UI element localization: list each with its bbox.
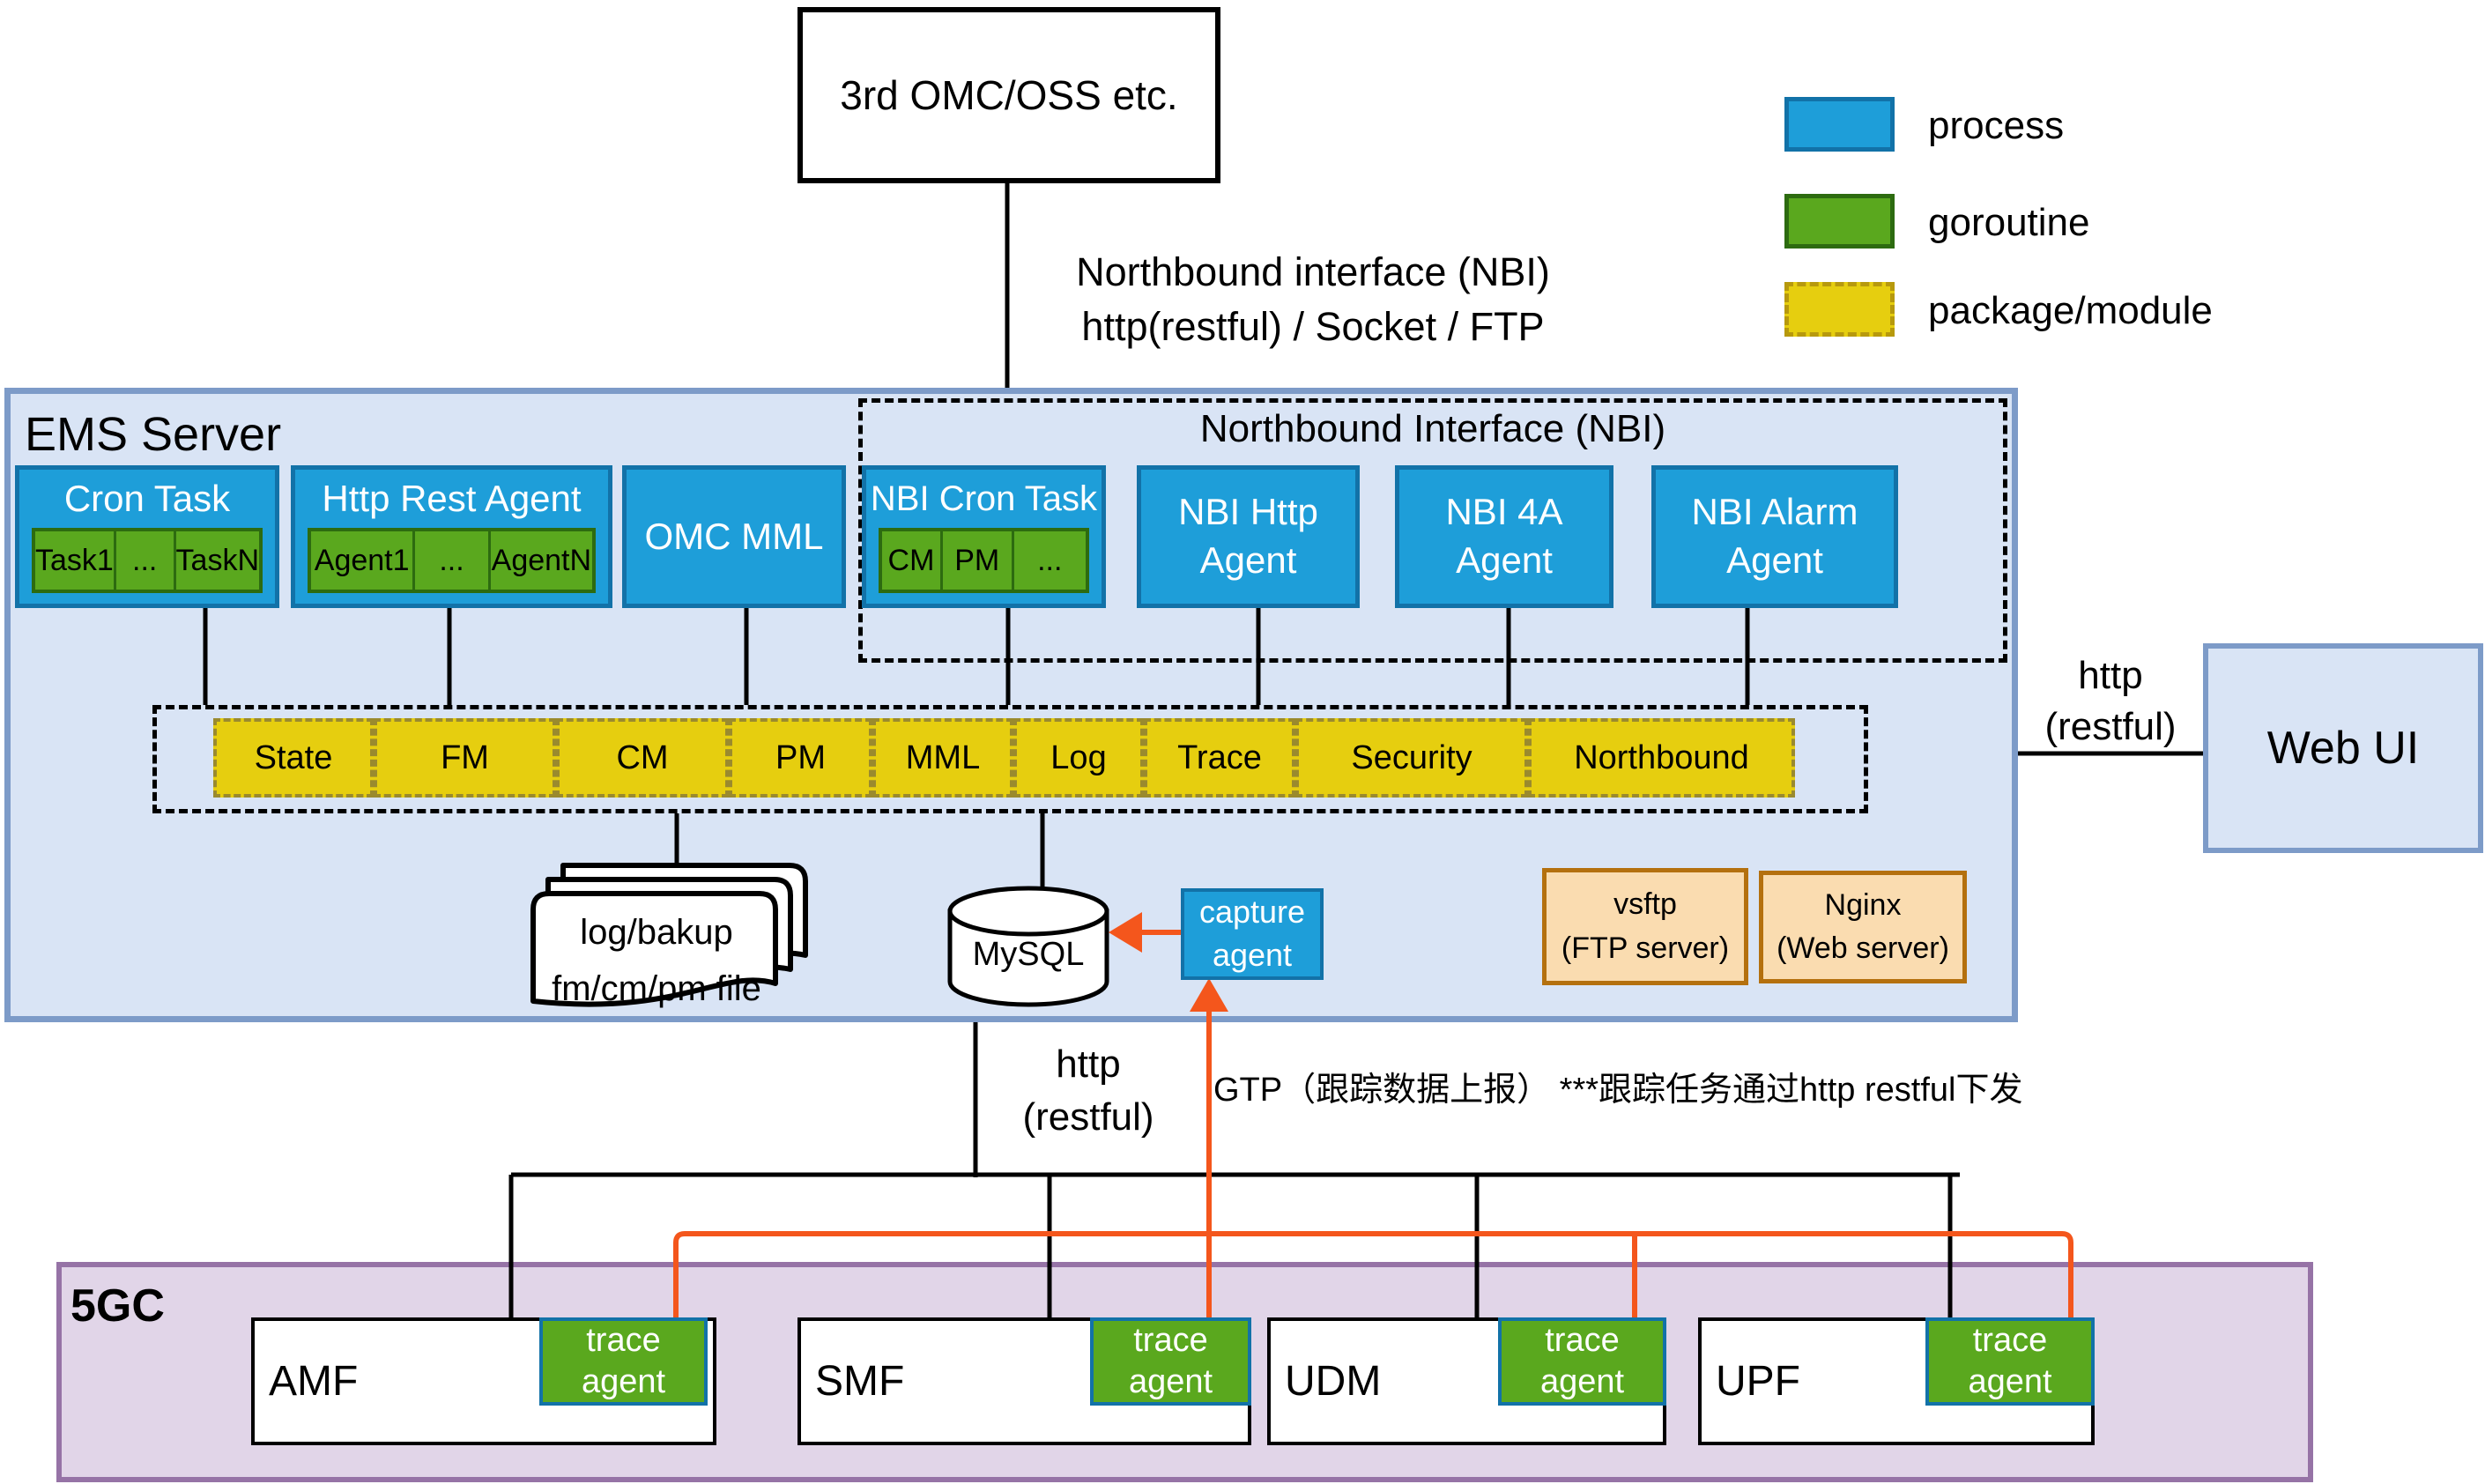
goroutine-cell: PM bbox=[943, 531, 1014, 590]
web-ui-label: Web UI bbox=[2266, 723, 2420, 774]
module-northbound: Northbound bbox=[1528, 718, 1795, 798]
cron-task-box: Cron Task Task1 ... TaskN bbox=[15, 465, 279, 608]
capture-agent-label: capture agent bbox=[1198, 894, 1306, 973]
file-stack-line1: log/bakup bbox=[580, 913, 733, 952]
nbi-cron-task-goroutines: CM PM ... bbox=[879, 528, 1089, 593]
module-label: State bbox=[254, 738, 333, 776]
goroutine-cell: AgentN bbox=[491, 543, 592, 577]
file-stack-label: log/bakup fm/cm/pm file bbox=[546, 904, 767, 1017]
trace-agent-label: trace agent bbox=[1128, 1321, 1213, 1401]
nginx-title: Nginx bbox=[1824, 887, 1902, 922]
module-label: PM bbox=[775, 738, 826, 776]
third-omc-oss-box: 3rd OMC/OSS etc. bbox=[797, 7, 1220, 183]
arrowhead-to-mysql bbox=[1109, 912, 1142, 953]
nbi-section-title: Northbound Interface (NBI) bbox=[1199, 407, 1666, 450]
legend-package-swatch bbox=[1784, 282, 1895, 337]
module-dashed-container bbox=[152, 705, 1868, 813]
module-trace: Trace bbox=[1144, 718, 1295, 798]
nbi-dashed-container bbox=[858, 398, 2007, 663]
nbi-alarm-agent-box: NBI Alarm Agent bbox=[1651, 465, 1898, 608]
nbi-cron-task-title: NBI Cron Task bbox=[870, 479, 1098, 518]
web-ui-link-line1: http bbox=[2078, 654, 2143, 697]
south-link-label: http (restful) bbox=[996, 1038, 1181, 1144]
vsftp-title: vsftp bbox=[1613, 887, 1677, 922]
ems-server-title: EMS Server bbox=[25, 408, 282, 461]
arrowhead-to-capture-agent bbox=[1190, 978, 1228, 1012]
module-label: FM bbox=[441, 738, 489, 776]
web-ui-box: Web UI bbox=[2203, 643, 2483, 853]
third-omc-oss-label: 3rd OMC/OSS etc. bbox=[840, 72, 1178, 118]
mysql-cylinder-icon bbox=[947, 886, 1109, 1007]
nbi-4a-agent-label: NBI 4A Agent bbox=[1445, 491, 1563, 581]
south-link-line1: http bbox=[1056, 1043, 1121, 1086]
module-log: Log bbox=[1013, 718, 1144, 798]
goroutine-cell: ... bbox=[1037, 543, 1063, 577]
module-cm: CM bbox=[556, 718, 729, 798]
goroutine-cell: Agent1 bbox=[311, 531, 416, 590]
nbi-link-line1: Northbound interface (NBI) bbox=[1076, 249, 1550, 294]
vsftp-box: vsftp (FTP server) bbox=[1542, 868, 1748, 985]
module-label: Trace bbox=[1177, 738, 1262, 776]
nbi-http-agent-label: NBI Http Agent bbox=[1178, 491, 1318, 581]
nbi-http-agent-box: NBI Http Agent bbox=[1137, 465, 1360, 608]
vsftp-subtitle: (FTP server) bbox=[1561, 931, 1730, 965]
gtp-note: GTP（跟踪数据上报） ***跟踪任务通过http restful下发 bbox=[1213, 1072, 2023, 1109]
legend-process-swatch bbox=[1784, 97, 1895, 152]
nbi-link-label: Northbound interface (NBI) http(restful)… bbox=[1040, 245, 1586, 354]
module-label: Northbound bbox=[1574, 738, 1749, 776]
nbi-4a-agent-box: NBI 4A Agent bbox=[1395, 465, 1613, 608]
module-security: Security bbox=[1295, 718, 1528, 798]
web-ui-link-line2: (restful) bbox=[2044, 705, 2177, 748]
http-rest-agent-goroutines: Agent1 ... AgentN bbox=[308, 528, 596, 593]
legend-package-label: package/module bbox=[1928, 289, 2213, 332]
web-ui-link-label: http (restful) bbox=[2018, 650, 2203, 753]
nf-label-smf: SMF bbox=[815, 1358, 905, 1405]
omc-mml-title: OMC MML bbox=[644, 516, 824, 557]
trace-agent-label: trace agent bbox=[581, 1321, 666, 1401]
nbi-cron-task-box: NBI Cron Task CM PM ... bbox=[862, 465, 1106, 608]
goroutine-cell: TaskN bbox=[175, 543, 259, 577]
nbi-alarm-agent-label: NBI Alarm Agent bbox=[1691, 491, 1858, 581]
http-rest-agent-title: Http Rest Agent bbox=[322, 478, 582, 519]
legend-goroutine-label: goroutine bbox=[1928, 201, 2090, 244]
module-label: CM bbox=[616, 738, 669, 776]
nbi-link-line2: http(restful) / Socket / FTP bbox=[1081, 304, 1545, 349]
module-mml: MML bbox=[872, 718, 1013, 798]
http-rest-agent-box: Http Rest Agent Agent1 ... AgentN bbox=[291, 465, 612, 608]
trace-agent-amf: trace agent bbox=[539, 1317, 708, 1406]
module-pm: PM bbox=[729, 718, 872, 798]
goroutine-cell: ... bbox=[415, 531, 491, 590]
file-stack-icon bbox=[530, 862, 808, 1007]
module-state: State bbox=[213, 718, 374, 798]
south-link-line2: (restful) bbox=[1022, 1095, 1154, 1139]
module-label: MML bbox=[905, 738, 981, 776]
capture-agent-box: capture agent bbox=[1181, 888, 1324, 980]
trace-agent-udm: trace agent bbox=[1498, 1317, 1666, 1406]
trace-agent-smf: trace agent bbox=[1090, 1317, 1251, 1406]
goroutine-cell: Task1 bbox=[35, 531, 116, 590]
legend-process-label: process bbox=[1928, 104, 2065, 147]
nf-label-udm: UDM bbox=[1285, 1358, 1382, 1405]
module-fm: FM bbox=[374, 718, 556, 798]
goroutine-cell: CM bbox=[882, 531, 943, 590]
trace-agent-upf: trace agent bbox=[1925, 1317, 2095, 1406]
module-label: Security bbox=[1351, 738, 1472, 776]
nginx-subtitle: (Web server) bbox=[1777, 931, 1949, 965]
nginx-box: Nginx (Web server) bbox=[1759, 871, 1967, 983]
fgc-title: 5GC bbox=[70, 1280, 165, 1332]
trace-agent-label: trace agent bbox=[1539, 1321, 1625, 1401]
trace-agent-label: trace agent bbox=[1968, 1321, 2052, 1401]
nf-label-upf: UPF bbox=[1716, 1358, 1800, 1405]
goroutine-cell: ... bbox=[116, 531, 176, 590]
omc-mml-box: OMC MML bbox=[622, 465, 846, 608]
module-label: Log bbox=[1050, 738, 1107, 776]
legend-goroutine-swatch bbox=[1784, 194, 1895, 249]
nf-label-amf: AMF bbox=[269, 1358, 359, 1405]
file-stack-line2: fm/cm/pm file bbox=[552, 969, 761, 1008]
cron-task-title: Cron Task bbox=[63, 478, 231, 519]
mysql-label: MySQL bbox=[972, 936, 1085, 973]
cron-task-goroutines: Task1 ... TaskN bbox=[32, 528, 263, 593]
